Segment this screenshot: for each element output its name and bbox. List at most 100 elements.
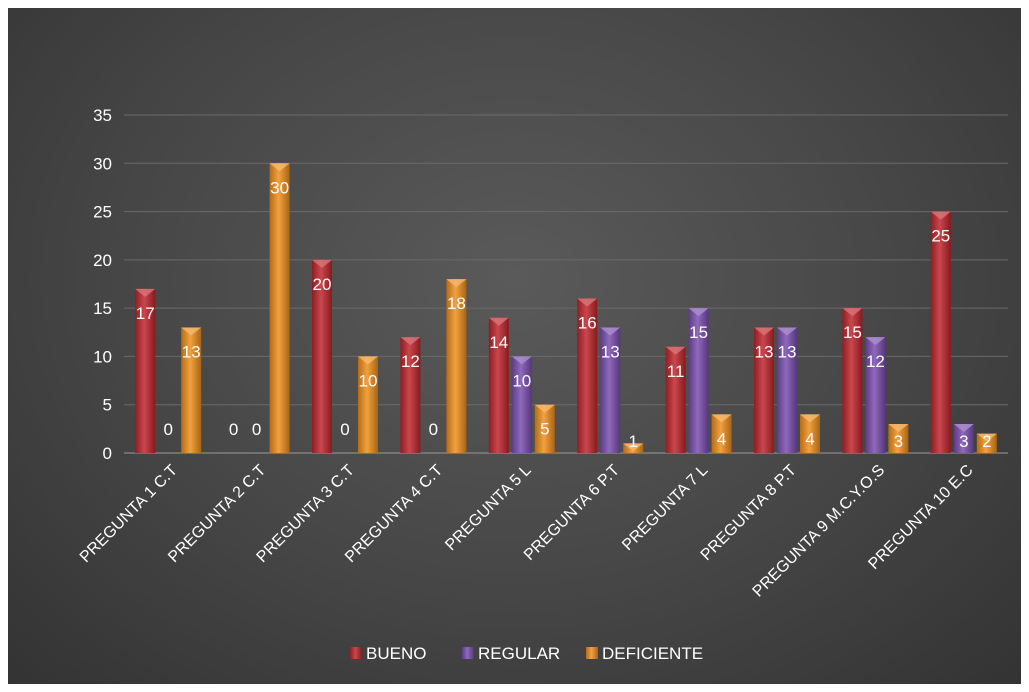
category-label: PREGUNTA 5 L [442, 462, 534, 554]
y-tick-label: 0 [103, 444, 112, 463]
data-label: 13 [601, 342, 620, 361]
bar-bueno [930, 211, 951, 453]
bar-cap [488, 317, 509, 326]
bar-cap [400, 337, 421, 346]
data-label: 15 [843, 323, 862, 342]
data-label: 0 [429, 420, 438, 439]
legend-label: REGULAR [478, 644, 560, 663]
bar-cap [534, 404, 555, 413]
bars [135, 163, 997, 454]
bar-deficiente [181, 327, 202, 453]
bar-cap [754, 327, 774, 336]
legend-item-bueno: BUENO [350, 644, 426, 663]
data-label: 2 [982, 432, 991, 451]
legend: BUENO REGULAR DEFICIENTE [350, 644, 703, 663]
y-tick-label: 25 [93, 203, 112, 222]
bar-regular [688, 308, 709, 453]
bar-cap [135, 288, 156, 297]
data-label: 4 [717, 429, 726, 448]
bar-cap [953, 424, 974, 433]
legend-label: BUENO [366, 644, 426, 663]
bar-deficiente [976, 433, 997, 453]
bar-cap [930, 211, 951, 220]
bar-regular [600, 327, 621, 453]
bar-bueno [312, 259, 332, 453]
y-tick-label: 20 [93, 251, 112, 270]
category-label: PREGUNTA 7 L [619, 462, 711, 554]
y-tick-label: 35 [93, 106, 112, 125]
bar-regular [511, 356, 532, 453]
data-label: 0 [340, 420, 349, 439]
data-label: 13 [182, 342, 201, 361]
category-label: PREGUNTA 8 P.T [698, 462, 800, 564]
bar-cap [446, 279, 467, 288]
y-tick-label: 5 [103, 396, 112, 415]
bar-cap [577, 298, 598, 307]
bar-cap [842, 308, 863, 317]
category-label: PREGUNTA 4 C.T [342, 462, 446, 566]
bar-deficiente [800, 414, 820, 453]
y-tick-label: 10 [93, 347, 112, 366]
bar-deficiente [358, 356, 378, 453]
bar-deficiente [446, 279, 467, 453]
legend-swatch [462, 647, 474, 659]
bar-bueno [135, 288, 156, 453]
data-label: 4 [805, 429, 814, 448]
bar-regular [953, 424, 974, 453]
legend-swatch [350, 647, 362, 659]
legend-item-deficiente: DEFICIENTE [586, 644, 703, 663]
bar-cap [865, 337, 886, 346]
data-label: 12 [866, 352, 885, 371]
bar-bueno [488, 317, 509, 453]
data-label: 12 [401, 352, 420, 371]
bar-deficiente [888, 424, 909, 453]
category-label: PREGUNTA 3 C.T [254, 462, 358, 566]
bar-cap [600, 327, 621, 336]
bar-cap [623, 443, 644, 452]
y-tick-label: 15 [93, 299, 112, 318]
bar-deficiente [534, 404, 555, 453]
bar-regular [865, 337, 886, 453]
bar-cap [976, 433, 997, 442]
data-label: 10 [359, 371, 378, 390]
data-label: 1 [628, 432, 637, 451]
category-label: PREGUNTA 1 C.T [77, 462, 181, 566]
bar-cap [800, 414, 820, 423]
bar-deficiente [711, 414, 732, 453]
category-label: PREGUNTA 2 C.T [165, 462, 269, 566]
data-label: 0 [252, 420, 261, 439]
category-label: PREGUNTA 6 P.T [521, 462, 623, 564]
bar-cap [269, 163, 290, 172]
legend-label: DEFICIENTE [602, 644, 703, 663]
bar-cap [888, 424, 909, 433]
bar-cap [665, 346, 686, 355]
bar-bueno [577, 298, 598, 453]
bar-bueno [400, 337, 421, 453]
bar-bueno [665, 346, 686, 453]
data-label: 15 [689, 323, 708, 342]
data-label: 3 [959, 432, 968, 451]
data-label: 17 [136, 304, 155, 323]
data-label: 3 [894, 432, 903, 451]
legend-swatch [586, 647, 598, 659]
legend-item-regular: REGULAR [462, 644, 560, 663]
y-tick-label: 30 [93, 154, 112, 173]
bar-deficiente [269, 163, 290, 454]
data-label: 13 [755, 342, 774, 361]
data-label: 20 [313, 275, 332, 294]
data-label: 0 [229, 420, 238, 439]
data-label: 18 [447, 294, 466, 313]
bar-bueno [754, 327, 774, 453]
data-label: 0 [163, 420, 172, 439]
bar-regular [777, 327, 797, 453]
data-label: 14 [489, 333, 508, 352]
data-label: 11 [667, 362, 685, 381]
bar-cap [312, 259, 332, 268]
bar-cap [777, 327, 797, 336]
data-label: 30 [270, 178, 289, 197]
bar-cap [711, 414, 732, 423]
bar-cap [688, 308, 709, 317]
data-label: 25 [931, 227, 950, 246]
